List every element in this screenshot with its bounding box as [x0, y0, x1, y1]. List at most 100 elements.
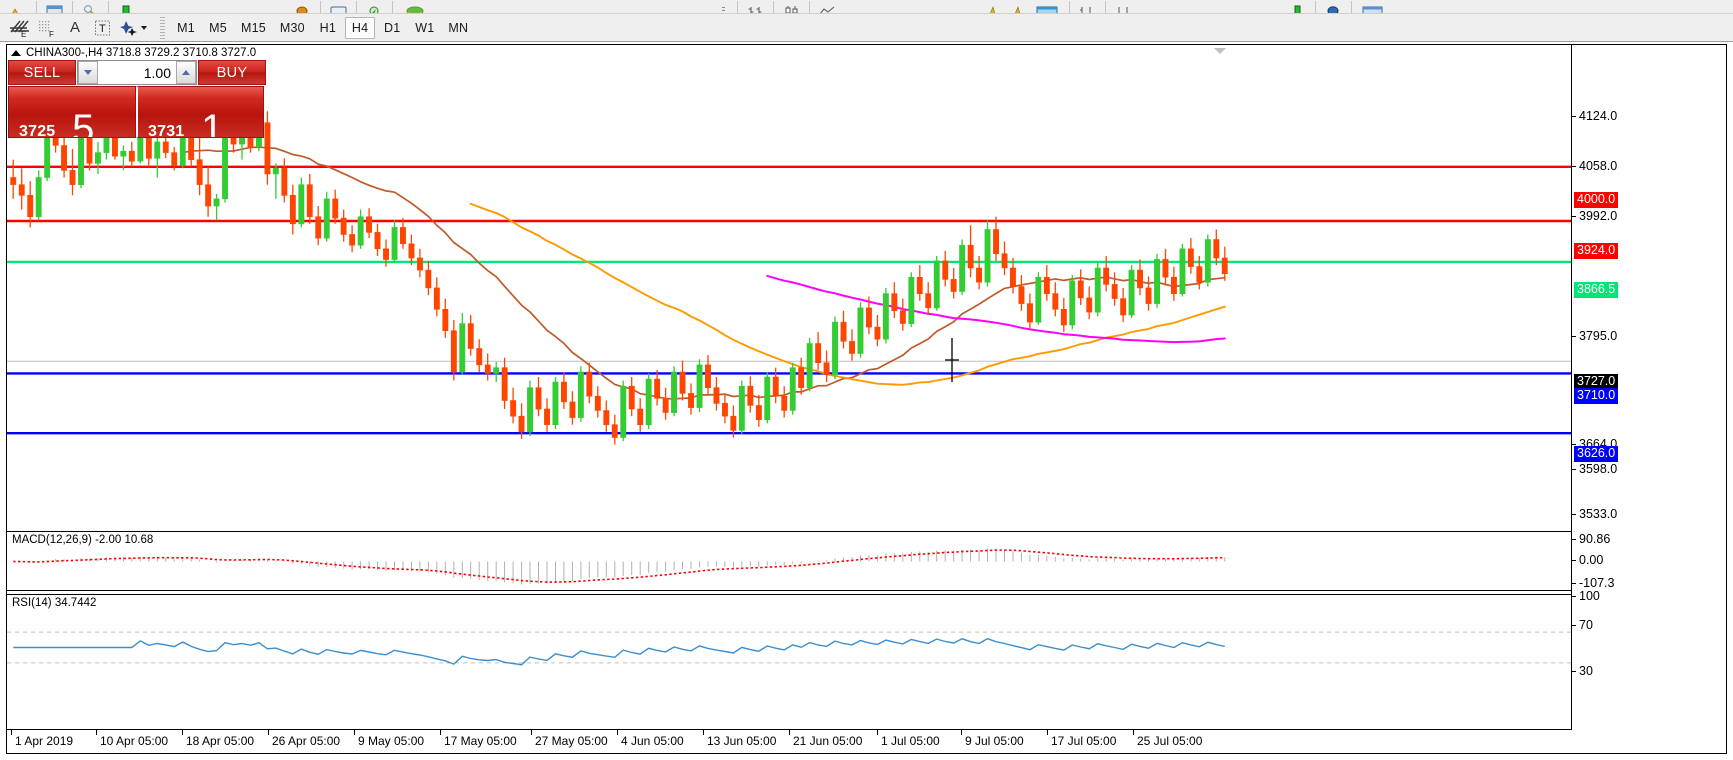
toolbar-grip[interactable]: [160, 16, 165, 39]
volume-stepper[interactable]: 1.00: [77, 60, 197, 85]
chart-area[interactable]: CHINA300-,H4 3718.8 3729.2 3710.8 3727.0…: [6, 44, 1727, 754]
volume-increase-button[interactable]: [176, 61, 196, 84]
time-axis-label: 18 Apr 05:00: [186, 734, 255, 748]
price-plot-svg: [7, 109, 1572, 445]
symbol-ohlc-text: CHINA300-,H4 3718.8 3729.2 3710.8 3727.0: [26, 46, 257, 59]
toolbar-separator: [1069, 1, 1070, 13]
price-level-tag[interactable]: 3626.0: [1574, 446, 1619, 462]
toolbar-separator: [320, 1, 321, 13]
rsi-tick-label: 100: [1572, 589, 1600, 603]
text-label-tool-icon[interactable]: T: [90, 16, 116, 40]
macd-tick-label: -107.3: [1571, 576, 1615, 590]
time-tick: [96, 730, 97, 735]
toolbar-separator: [392, 1, 393, 13]
time-axis-label: 9 May 05:00: [358, 734, 425, 748]
horizontal-line-icon[interactable]: [1034, 3, 1060, 13]
toolbar-separator: [72, 1, 73, 13]
vertical-line-icon[interactable]: [1009, 3, 1026, 13]
timeframe-m30[interactable]: M30: [279, 20, 305, 35]
macd-tick-label: 90.86: [1571, 532, 1611, 546]
timeframe-m5[interactable]: M5: [209, 20, 227, 35]
time-scale[interactable]: 1 Apr 2019 10 Apr 05:00 18 Apr 05:00 26 Apr…: [7, 729, 1572, 753]
time-tick: [617, 730, 618, 735]
time-axis-label: 21 Jun 05:00: [793, 734, 863, 748]
time-axis-label: 27 May 05:00: [535, 734, 608, 748]
timeframe-h4[interactable]: H4: [344, 16, 376, 39]
blue-circle-icon[interactable]: [1325, 3, 1342, 13]
time-axis-label: 4 Jun 05:00: [621, 734, 684, 748]
price-plot[interactable]: [7, 60, 1572, 523]
timeframe-m1[interactable]: M1: [177, 20, 195, 35]
one-click-trading-panel[interactable]: SELL 1.00 BUY 3725 .5 3731 .1: [8, 60, 266, 138]
price-tick-label: 3598.0: [1571, 462, 1618, 476]
volume-input[interactable]: 1.00: [98, 61, 176, 84]
grid-toggle-icon[interactable]: F: [34, 16, 60, 40]
collapse-triangle-icon[interactable]: [11, 49, 21, 56]
chevron-up-icon: [182, 70, 190, 75]
time-tick: [877, 730, 878, 735]
toolbar-separator: [108, 1, 109, 13]
timeframe-h1[interactable]: H1: [319, 20, 337, 35]
price-level-tag[interactable]: 3710.0: [1574, 388, 1619, 404]
text-tool-icon[interactable]: A: [69, 19, 80, 36]
macd-label: MACD(12,26,9) -2.00 10.68: [12, 534, 154, 546]
time-axis-label: 1 Jul 05:00: [881, 734, 940, 748]
price-level-tag[interactable]: 3866.5: [1574, 282, 1619, 298]
time-tick: [1133, 730, 1134, 735]
price-scale[interactable]: 4124.0 4058.0 3992.0 3795.0 3664.0 3598.0 3533…: [1571, 45, 1726, 753]
indicator-list-icon[interactable]: E: [6, 16, 32, 40]
autotrading-icon[interactable]: [294, 3, 311, 13]
expert-advisor-icon[interactable]: [10, 3, 27, 13]
green-bar-icon[interactable]: [1289, 3, 1306, 13]
navigator-icon[interactable]: [366, 3, 383, 13]
timeframe-mn[interactable]: MN: [448, 20, 469, 35]
timeframe-w1[interactable]: W1: [415, 20, 435, 35]
bar-chart-icon[interactable]: [747, 3, 764, 13]
bid-price-box[interactable]: 3725 .5: [8, 86, 136, 138]
timeframe-d1[interactable]: D1: [384, 20, 401, 35]
zoom-out-icon[interactable]: [82, 3, 99, 13]
rsi-plot[interactable]: RSI(14) 34.7442: [7, 594, 1572, 702]
timeframe-group: M1 M5 M15 M30 H1 H4 D1 W1 MN: [170, 16, 475, 39]
fibonacci-icon[interactable]: [1115, 3, 1132, 13]
rsi-label: RSI(14) 34.7442: [12, 597, 97, 609]
time-tick: [354, 730, 355, 735]
time-axis-label: 1 Apr 2019: [15, 734, 74, 748]
sell-button[interactable]: SELL: [8, 60, 76, 85]
time-tick: [531, 730, 532, 735]
indicators-window-icon[interactable]: [46, 3, 63, 13]
ask-price-box[interactable]: 3731 .1: [136, 86, 264, 138]
line-chart-icon[interactable]: [819, 3, 836, 13]
time-tick: [268, 730, 269, 735]
candle-chart-icon[interactable]: [783, 3, 800, 13]
price-level-tag[interactable]: 3727.0: [1574, 374, 1619, 390]
toolbar-separator: [737, 1, 738, 13]
ask-price-main: 3731: [148, 123, 185, 138]
toolbar-grip[interactable]: [719, 3, 728, 13]
price-tick-label: 3992.0: [1571, 209, 1618, 223]
scroll-marker-icon[interactable]: [1214, 48, 1226, 54]
timeframe-m15[interactable]: M15: [241, 20, 266, 35]
terminal-icon[interactable]: [330, 3, 347, 13]
price-level-tag[interactable]: 4000.0: [1574, 192, 1619, 208]
chart-symbol-bar: CHINA300-,H4 3718.8 3729.2 3710.8 3727.0: [7, 45, 256, 60]
macd-plot[interactable]: MACD(12,26,9) -2.00 10.68: [7, 531, 1572, 591]
svg-text:T: T: [99, 23, 106, 35]
buy-button[interactable]: BUY: [198, 60, 266, 85]
time-axis-label: 10 Apr 05:00: [100, 734, 169, 748]
time-axis-label: 13 Jun 05:00: [707, 734, 777, 748]
market-watch-icon[interactable]: [402, 3, 428, 13]
toolbar-separator: [809, 1, 810, 13]
trend-line-icon[interactable]: [1079, 3, 1096, 13]
volume-decrease-button[interactable]: [78, 61, 98, 84]
new-order-icon[interactable]: [118, 3, 135, 13]
bid-price-fraction: .5: [61, 107, 95, 138]
price-level-tag[interactable]: 3924.0: [1574, 243, 1619, 259]
toolbar-top-row: [0, 0, 1733, 14]
rsi-tick-label: 70: [1572, 618, 1593, 632]
objects-list-icon[interactable]: [118, 16, 152, 40]
window-tile-icon[interactable]: [1361, 3, 1385, 13]
crosshair-icon[interactable]: [984, 3, 1001, 13]
time-tick: [703, 730, 704, 735]
